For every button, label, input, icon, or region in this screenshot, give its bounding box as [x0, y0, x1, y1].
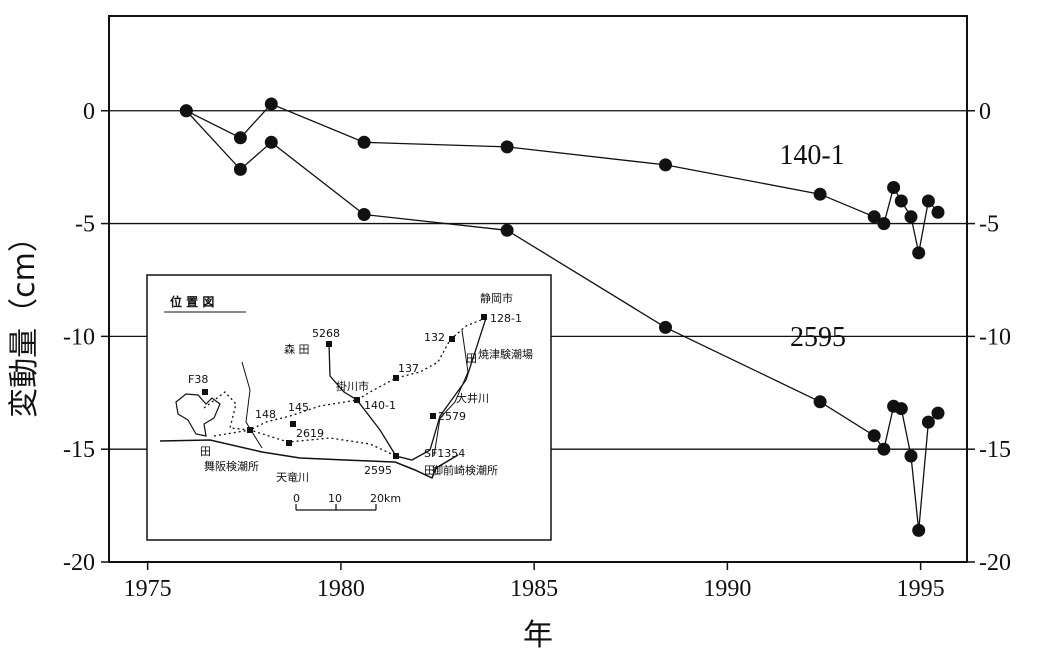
series-label-140-1: 140-1 — [779, 140, 844, 171]
benchmark-F38 — [202, 389, 208, 395]
map-label-yaizu: 焼津験潮場 — [478, 347, 533, 361]
map-label-tenryu: 天竜川 — [276, 470, 309, 484]
data-point-140-1 — [264, 97, 278, 111]
data-point-140-1 — [877, 217, 891, 231]
series-points — [179, 97, 945, 537]
data-point-140-1 — [500, 140, 514, 154]
benchmark-132 — [449, 336, 455, 342]
map-title: 位 置 図 — [170, 294, 214, 309]
data-point-140-1 — [659, 158, 672, 172]
data-point-2595 — [264, 135, 278, 149]
benchmark-2619 — [286, 440, 292, 446]
river-tenryu — [241, 361, 263, 449]
data-point-140-1 — [904, 210, 918, 224]
map-label-145: 145 — [288, 401, 309, 414]
data-point-2595 — [877, 442, 891, 456]
x-axis-title: 年 — [523, 618, 553, 653]
x-tick-label: 1985 — [510, 576, 558, 602]
data-point-140-1 — [813, 187, 827, 201]
series-line-140-1 — [186, 103, 939, 254]
y-tick-label-left: -15 — [63, 437, 95, 463]
map-tide-mark-omaezaki: 田 — [424, 464, 435, 477]
y-tick-label-left: -10 — [63, 324, 95, 350]
map-label-2619: 2619 — [296, 427, 324, 440]
map-label-shizuoka: 静岡市 — [480, 291, 513, 305]
benchmark-128-1 — [481, 314, 487, 320]
data-point-2595 — [659, 320, 672, 334]
data-point-140-1 — [887, 181, 901, 194]
scale-label-0: 0 — [293, 492, 300, 505]
route-dotted-south — [213, 429, 397, 457]
data-point-2595 — [867, 429, 881, 443]
y-tick-label-right: -20 — [979, 550, 1011, 576]
y-tick-label-right: 0 — [979, 99, 991, 125]
y-tick-label-left: 0 — [83, 99, 95, 125]
benchmark-137 — [393, 375, 399, 381]
y-tick-label-right: -10 — [979, 324, 1011, 350]
data-point-2595 — [500, 223, 514, 237]
data-point-2595 — [813, 395, 827, 409]
series-label-2595: 2595 — [790, 322, 846, 353]
map-label-maisaka: 舞阪検潮所 — [204, 459, 259, 473]
map-label-omaezaki: 御前崎検潮所 — [432, 463, 498, 477]
map-label-2595: 2595 — [364, 464, 392, 477]
benchmark-SF1354 — [393, 453, 399, 459]
lake — [175, 393, 221, 437]
inset-map: 位 置 図 静岡市 128-1 132 — [146, 274, 552, 541]
map-tide-mark-maisaka: 田 — [200, 445, 211, 458]
map-label-f38: F38 — [188, 373, 208, 386]
map-label-132: 132 — [424, 331, 445, 344]
x-tick-label: 1975 — [124, 576, 172, 602]
map-label-140-1: 140-1 — [364, 399, 396, 412]
map-label-128-1: 128-1 — [490, 312, 522, 325]
map-label-2579: 2579 — [438, 410, 466, 423]
x-tick-label: 1990 — [703, 576, 751, 602]
data-point-140-1 — [921, 194, 935, 208]
axis-ticks: 0 0 -5 -5 -10 -10 -15 -15 -20 -20 1975 1980 1985 1990… — [63, 99, 1011, 602]
route-dotted-north — [203, 317, 487, 431]
data-point-140-1 — [357, 135, 371, 149]
data-point-140-1 — [233, 131, 247, 145]
map-label-5268: 5268 — [312, 327, 340, 340]
data-point-2595 — [912, 523, 926, 537]
benchmark-148 — [247, 427, 253, 433]
data-point-140-1 — [912, 246, 926, 260]
data-point-2595 — [921, 415, 935, 429]
data-point-2595 — [894, 402, 908, 416]
coastline — [159, 439, 459, 480]
map-tide-mark-yaizu: 田 — [466, 352, 477, 365]
plot-frame — [108, 15, 968, 563]
data-point-2595 — [357, 208, 371, 221]
map-label-sf1354: SF1354 — [424, 447, 465, 460]
data-point-140-1 — [931, 205, 945, 219]
y-tick-label-right: -15 — [979, 437, 1011, 463]
data-point-2595 — [179, 104, 193, 118]
map-label-kakegawa: 掛川市 — [336, 379, 369, 393]
y-tick-label-right: -5 — [979, 212, 999, 238]
benchmark-5268 — [326, 341, 332, 347]
data-point-2595 — [931, 406, 945, 420]
benchmark-145 — [290, 421, 296, 427]
river-oi — [433, 329, 469, 457]
data-point-2595 — [904, 449, 918, 463]
data-point-2595 — [233, 162, 247, 176]
scale-bar: 0 10 20km — [293, 492, 401, 511]
map-label-148: 148 — [255, 408, 276, 421]
y-axis-title: 変動量（cm） — [7, 222, 42, 418]
map-label-oigawa: 大井川 — [456, 391, 489, 405]
scale-label-20km: 20km — [370, 492, 401, 505]
map-label-137: 137 — [398, 362, 419, 375]
scale-label-10: 10 — [328, 492, 342, 505]
data-point-140-1 — [867, 210, 881, 224]
benchmark-2579 — [430, 413, 436, 419]
data-point-140-1 — [894, 194, 908, 208]
y-tick-label-left: -5 — [75, 212, 95, 238]
x-tick-label: 1980 — [317, 576, 365, 602]
y-tick-label-left: -20 — [63, 550, 95, 576]
map-label-morimachi: 森 田 — [284, 342, 310, 356]
benchmarks — [202, 314, 487, 459]
x-tick-label: 1995 — [897, 576, 945, 602]
benchmark-140-1 — [354, 397, 360, 403]
